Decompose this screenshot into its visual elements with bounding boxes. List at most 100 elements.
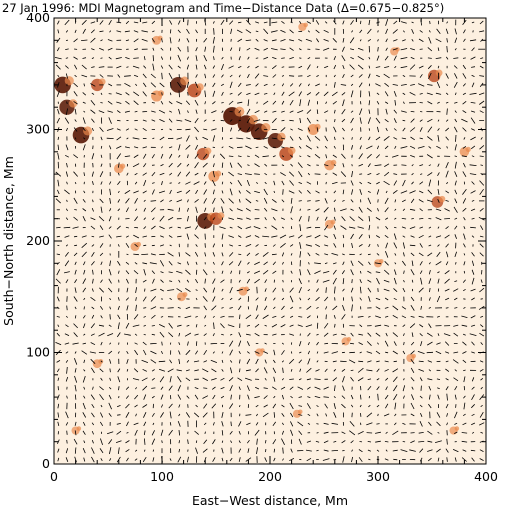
magnetic-region-fringe [68,99,78,108]
flow-arrow [255,368,259,373]
flow-arrow [471,277,475,285]
flow-arrow [56,90,60,98]
flow-arrow [228,100,234,105]
flow-arrow [428,235,432,238]
flow-arrow [281,180,285,186]
flow-arrow [160,316,164,318]
flow-arrow [350,110,354,113]
flow-arrow [377,46,379,52]
flow-arrow [427,449,433,452]
flow-arrow [151,377,155,381]
flow-arrow [410,136,415,141]
flow-arrow [100,315,103,319]
flow-arrow [169,92,172,96]
flow-arrow [228,171,235,177]
flow-arrow [160,394,164,400]
flow-arrow [437,278,440,284]
flow-arrow [221,440,224,443]
flow-arrow [280,48,286,50]
flow-arrow [169,189,172,195]
flow-arrow [177,420,181,427]
flow-arrow [428,421,432,426]
x-tick-label: 100 [150,469,174,484]
flow-arrow [454,422,458,425]
flow-arrow [368,404,371,408]
flow-arrow [333,56,336,61]
flow-arrow [108,234,112,239]
flow-arrow [426,332,433,337]
flow-arrow [306,386,311,390]
flow-arrow [359,351,362,354]
flow-arrow [342,189,345,195]
flow-arrow [298,378,302,381]
flow-arrow [281,75,285,77]
flow-arrow [177,456,182,463]
flow-arrow [367,287,372,293]
flow-arrow [434,440,442,443]
flow-arrow [160,128,164,131]
flow-arrow [133,30,139,33]
magnetic-region-fringe [120,163,126,169]
flow-arrow [419,119,423,122]
flow-arrow [470,288,476,292]
flow-arrow [90,358,96,364]
flow-arrow [385,47,388,51]
flow-arrow [263,83,268,86]
flow-arrow [219,153,226,159]
flow-arrow [289,136,294,141]
flow-arrow [247,448,250,453]
flow-arrow [107,39,113,42]
flow-arrow [178,332,181,337]
flow-arrow [92,180,94,186]
flow-arrow [220,395,225,399]
flow-arrow [419,181,424,185]
flow-arrow [228,145,234,149]
flow-arrow [263,28,269,35]
flow-arrow [212,287,216,293]
flow-arrow [375,66,381,68]
flow-arrow [255,21,260,24]
flow-arrow [264,217,267,221]
flow-arrow [116,136,122,141]
flow-arrow [419,404,423,408]
flow-arrow [125,412,130,418]
flow-arrow [454,110,457,113]
flow-arrow [385,242,388,249]
flow-arrow [333,216,336,221]
flow-arrow [419,448,424,453]
flow-arrow [394,99,396,106]
flow-arrow [419,30,423,33]
flow-arrow [376,378,380,381]
flow-arrow [334,385,336,392]
flow-arrow [161,350,163,355]
flow-arrow [351,145,353,150]
flow-arrow [403,333,405,337]
flow-arrow [428,164,432,167]
y-tick-label: 100 [26,345,50,360]
flow-arrow [256,305,258,311]
flow-arrow [479,75,485,77]
flow-arrow [66,366,68,374]
flow-arrow [143,307,147,309]
flow-arrow [462,110,467,114]
flow-arrow [109,387,112,390]
flow-arrow [462,198,467,204]
flow-arrow [306,117,311,124]
flow-arrow [116,225,121,230]
flow-arrow [91,456,95,463]
magnetic-region-fringe [435,69,443,77]
flow-arrow [281,100,285,105]
flow-arrow [264,377,267,381]
flow-arrow [82,92,87,96]
flow-arrow [204,83,206,87]
flow-arrow [298,171,303,178]
flow-arrow [203,55,207,62]
flow-arrow [185,100,191,106]
flow-arrow [299,99,302,107]
flow-arrow [280,39,286,42]
flow-arrow [91,306,95,310]
flow-arrow [229,385,233,392]
flow-arrow [194,81,199,89]
flow-arrow [314,386,321,390]
flow-arrow [160,429,164,436]
